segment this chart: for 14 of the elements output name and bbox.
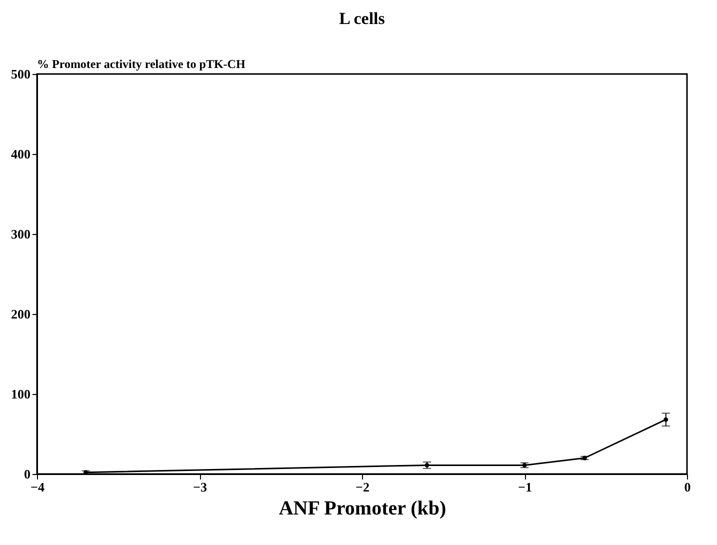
y-tick-label: 0 [24,466,30,482]
y-axis-title: % Promoter activity relative to pTK-CH [37,57,246,71]
y-tick-label: 200 [11,306,30,322]
x-tick-label: −2 [356,480,370,494]
y-tick-label: 500 [11,66,30,82]
y-tick-label: 300 [11,226,30,242]
y-tick-label: 400 [11,146,30,162]
x-tick-label: 0 [684,480,691,494]
x-tick-label: −1 [518,480,532,494]
x-tick-label: −4 [30,480,45,494]
chart-title: L cells [339,9,386,28]
x-tick-label: −3 [193,480,208,494]
x-axis-title: ANF Promoter (kb) [278,498,446,520]
y-tick-label: 100 [11,386,30,402]
